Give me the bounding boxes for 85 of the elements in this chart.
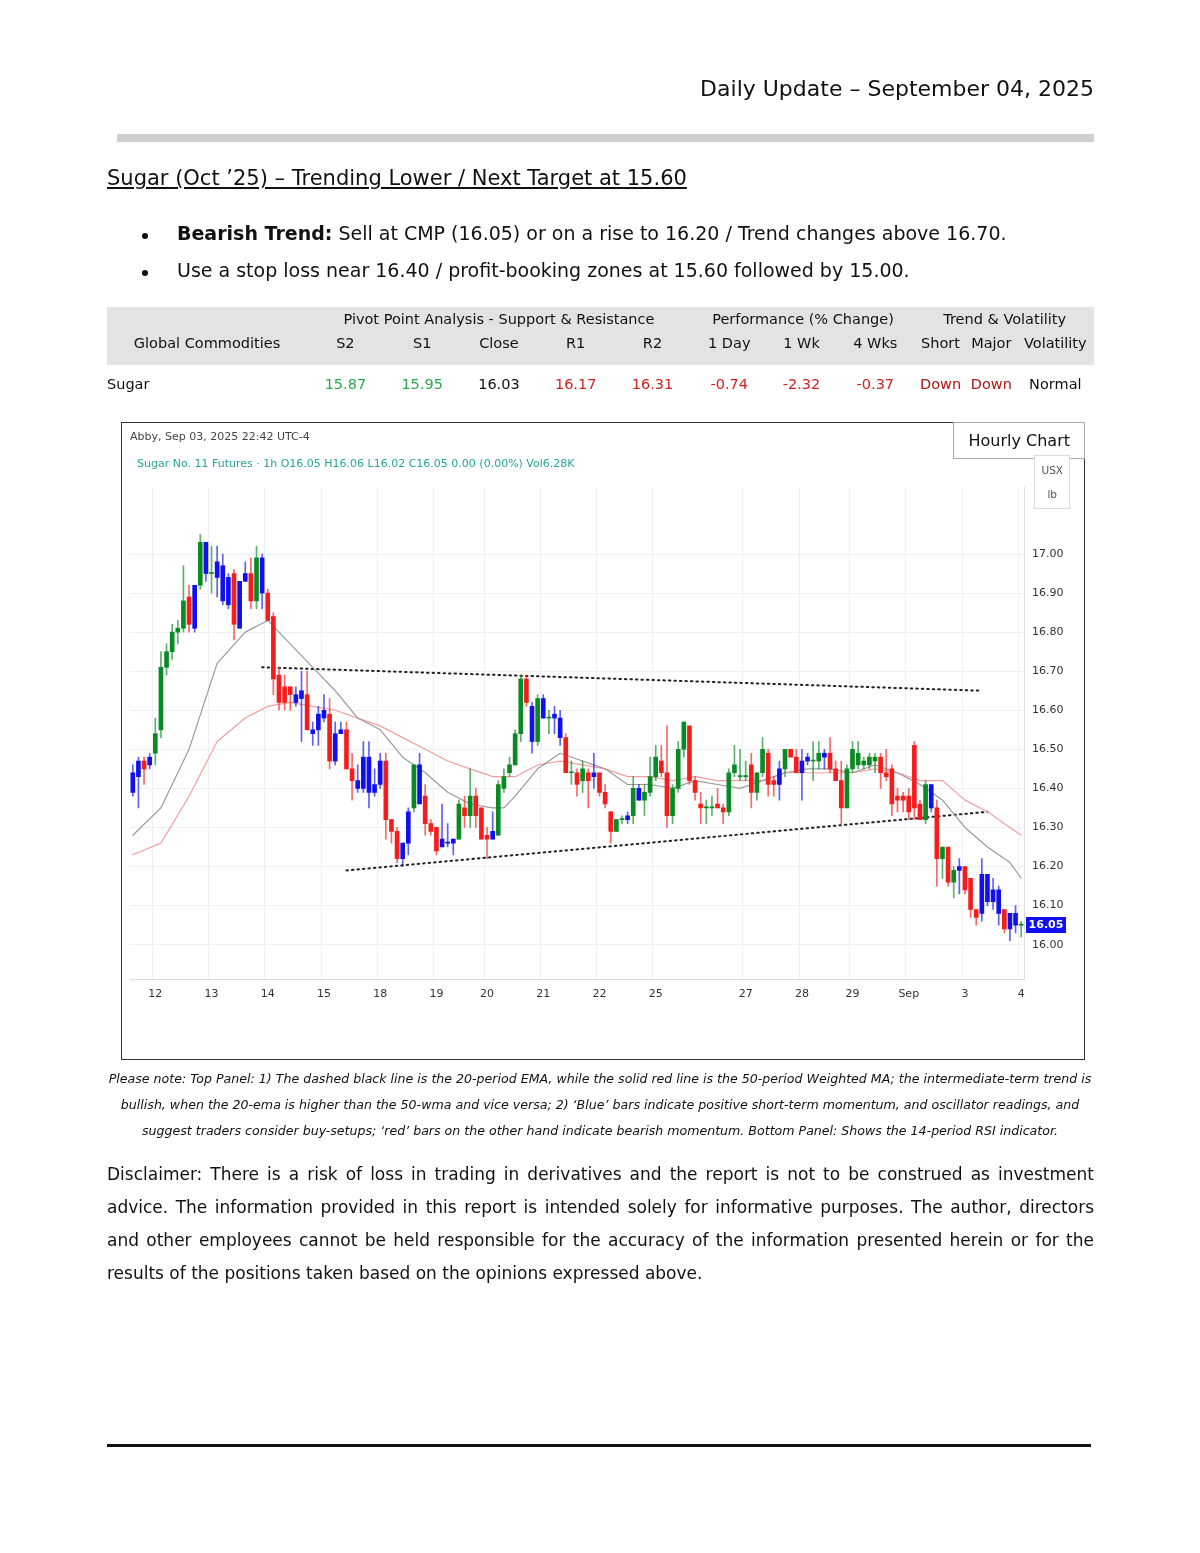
text: 1 Day [690,331,768,355]
candlestick [197,534,203,590]
text: 1 Wk [767,331,836,355]
y-tick-label: 16.90 [1032,585,1064,599]
text: Down [969,375,1013,394]
candlestick [574,768,580,797]
candlestick [793,749,799,774]
candlestick [405,807,411,856]
y-tick-label: 16.10 [1032,898,1064,912]
chart-subtitle: Sugar No. 11 Futures · 1h O16.05 H16.06 L16.02 C16.05 0.00 (0.00%) Vol6.28K [137,457,575,470]
y-tick-label: 16.20 [1032,859,1064,873]
candlestick [630,776,636,824]
x-tick-label: 19 [429,987,444,1001]
y-tick-label: 16.00 [1032,937,1064,951]
text: Performance (% Change) [690,307,916,331]
candlestick [585,768,591,809]
y-tick-label: 16.60 [1032,703,1064,717]
y-tick-label: 16.80 [1032,624,1064,638]
candlestick [608,811,614,844]
candlestick [467,768,473,828]
candlestick [152,717,158,766]
text: Normal [1028,375,1083,394]
candlestick [698,791,704,824]
y-tick-label: 16.70 [1032,664,1064,678]
text: Use a stop loss near 16.40 / profit-booking zones at 15.60 followed by 15.00. [177,259,910,281]
text: Short [915,331,966,355]
x-tick-label: 25 [648,987,663,1001]
y-tick-label: 16.40 [1032,781,1064,795]
text: Bearish Trend: Sell at CMP (16.05) or on a rise to 16.20 / Trend changes above 16.70. [177,222,1007,244]
x-tick-label: 14 [260,987,275,1001]
candlestick [400,842,406,867]
annotation: 16.05 [1028,917,1064,931]
text: Sugar (Oct ’25) – Trending Lower / Next Target at 15.60 [107,166,687,190]
y-tick-label: 17.00 [1032,546,1064,560]
text: 4 Wks [835,331,916,355]
x-tick-label: 3 [961,987,969,1001]
text: Volatility [1016,331,1094,355]
text: 16.31 [630,375,675,394]
text: Daily Update – September 04, 2025 [700,76,1094,101]
text: Disclaimer: There is a risk of loss in trading in derivatives and the report is not to be construed as investment advice. The information provided in this report is intended solely for informative purposes. The author, directors and other employees cannot be held responsible for the accuracy of the information presented herein or for the results of the positions taken based on the opinions expressed above. [107,1163,1094,1285]
y-tick-label: 16.50 [1032,742,1064,756]
text: 15.95 [400,375,444,394]
y-axis-title: USX lb [1034,455,1070,509]
text: S1 [383,331,461,355]
x-tick-label: 28 [794,987,809,1001]
text: Please note: Top Panel: 1) The dashed black line is the 20-period EMA, while the solid red line is the 50-period Weighted MA; the intermediate-term trend is bullish, when the 20-ema is higher than the 50-wma and vice versa; 2) ‘Blue’ bars indicate positive short-term momentum, and oscillator readings, and suggest traders consider buy-setups; ‘red’ bars on the other hand indicate bearish momentum. Bottom Panel: Shows the 14-period RSI indicator. [107,1070,1093,1140]
text: Pivot Point Analysis - Support & Resistance [307,307,691,331]
candlestick [928,784,934,813]
candlestick [540,694,546,719]
text: Abby, Sep 03, 2025 22:42 UTC-4 [130,430,310,443]
x-tick-label: 4 [1017,987,1025,1001]
chart-title: Hourly Chart [953,422,1085,459]
y-tick-label: 16.30 [1032,820,1064,834]
x-tick-label: Sep [898,987,920,1001]
text: 16.03 [477,375,521,394]
x-tick-label: 12 [148,987,163,1001]
candlestick [563,733,569,774]
text: Trend & Volatility [915,307,1094,331]
x-tick-label: 21 [536,987,551,1001]
text: S2 [307,331,384,355]
text: R2 [614,331,691,355]
candlestick [591,752,597,789]
candlestick [1001,909,1007,934]
x-tick-label: 27 [738,987,753,1001]
text: Sugar [107,375,151,394]
x-tick-label: 29 [845,987,860,1001]
text: -0.74 [709,375,750,394]
text: R1 [537,331,615,355]
candlestick [748,752,754,809]
text: 16.17 [553,375,598,394]
text: Major [965,331,1017,355]
x-tick-label: 20 [480,987,495,1001]
candlestick [951,866,957,899]
x-tick-label: 13 [204,987,219,1001]
text: -0.37 [855,375,896,394]
candlestick [147,752,153,770]
text: Down [919,375,963,394]
x-tick-label: 15 [316,987,331,1001]
candlestick [720,803,726,824]
text: Close [460,331,538,355]
x-tick-label: 22 [592,987,607,1001]
text: 15.87 [323,375,368,394]
x-tick-label: 18 [373,987,388,1001]
text: -2.32 [781,375,822,394]
text: Global Commodities [107,331,307,355]
